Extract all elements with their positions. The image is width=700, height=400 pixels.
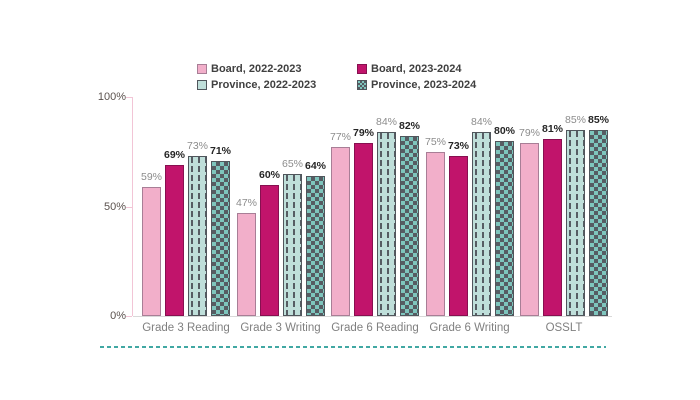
category-label: OSSLT — [545, 322, 583, 334]
y-axis-tick — [126, 97, 132, 98]
bar-value-label: 81% — [541, 123, 564, 135]
bar-province-2022 — [472, 132, 491, 316]
legend-swatch-icon — [197, 80, 207, 90]
y-axis-tick-label: 100% — [97, 91, 126, 103]
bar-value-label: 77% — [329, 131, 352, 143]
bar-province-2023 — [211, 161, 230, 316]
y-axis-tick — [126, 316, 132, 317]
legend-item: Province, 2023-2024 — [357, 79, 476, 91]
bar-province-2023 — [306, 176, 325, 316]
bottom-dashed-divider — [100, 346, 606, 348]
bar-value-label: 85% — [564, 114, 587, 126]
bar-value-label: 71% — [209, 145, 232, 157]
legend-label: Province, 2022-2023 — [211, 79, 317, 91]
bar-province-2022 — [377, 132, 396, 316]
category-label: Grade 6 Reading — [331, 322, 419, 334]
category-label: Grade 3 Writing — [240, 322, 321, 334]
bar-value-label: 60% — [258, 169, 281, 181]
y-axis-tick-label: 50% — [103, 200, 126, 213]
bar-value-label: 65% — [281, 158, 304, 170]
legend-item: Province, 2022-2023 — [197, 79, 357, 91]
bar-value-label: 79% — [352, 127, 375, 139]
bar-value-label: 79% — [518, 127, 541, 139]
bar-value-label: 75% — [424, 136, 447, 148]
bar-board-2022 — [331, 147, 350, 316]
bar-board-2022 — [426, 152, 445, 316]
bar-value-label: 47% — [235, 197, 258, 209]
bar-province-2023 — [400, 136, 419, 316]
y-axis-line — [132, 97, 133, 316]
legend-label: Board, 2023-2024 — [371, 63, 462, 75]
bar-province-2022 — [566, 130, 585, 316]
bar-board-2023 — [543, 139, 562, 316]
bar-value-label: 85% — [587, 114, 610, 126]
bar-board-2023 — [354, 143, 373, 316]
legend-item: Board, 2023-2024 — [357, 63, 476, 75]
bar-board-2022 — [142, 187, 161, 316]
bar-value-label: 84% — [470, 116, 493, 128]
bar-value-label: 59% — [140, 171, 163, 183]
category-label: Grade 3 Reading — [142, 322, 230, 334]
legend-label: Province, 2023-2024 — [371, 79, 477, 91]
legend-swatch-icon — [357, 64, 367, 74]
bar-value-label: 73% — [447, 140, 470, 152]
legend-item: Board, 2022-2023 — [197, 63, 357, 75]
bar-province-2022 — [188, 156, 207, 316]
bar-province-2023 — [589, 130, 608, 316]
bar-value-label: 64% — [304, 160, 327, 172]
legend-swatch-icon — [197, 64, 207, 74]
y-axis-tick — [126, 206, 132, 208]
bar-province-2023 — [495, 141, 514, 316]
bar-board-2022 — [520, 143, 539, 316]
bar-value-label: 80% — [493, 125, 516, 137]
bar-board-2023 — [449, 156, 468, 316]
legend-swatch-icon — [357, 80, 367, 90]
bar-value-label: 69% — [163, 149, 186, 161]
bar-board-2022 — [237, 213, 256, 316]
category-label: Grade 6 Writing — [429, 322, 510, 334]
legend-label: Board, 2022-2023 — [211, 63, 302, 75]
bar-value-label: 84% — [375, 116, 398, 128]
bar-board-2023 — [260, 185, 279, 316]
y-axis-tick-label: 0% — [110, 310, 126, 322]
bar-board-2023 — [165, 165, 184, 316]
chart-legend: Board, 2022-2023 Board, 2023-2024 Province… — [197, 63, 476, 91]
bar-value-label: 82% — [398, 120, 421, 132]
bar-province-2022 — [283, 174, 302, 316]
bar-value-label: 73% — [186, 140, 209, 152]
x-axis-baseline — [133, 316, 612, 317]
